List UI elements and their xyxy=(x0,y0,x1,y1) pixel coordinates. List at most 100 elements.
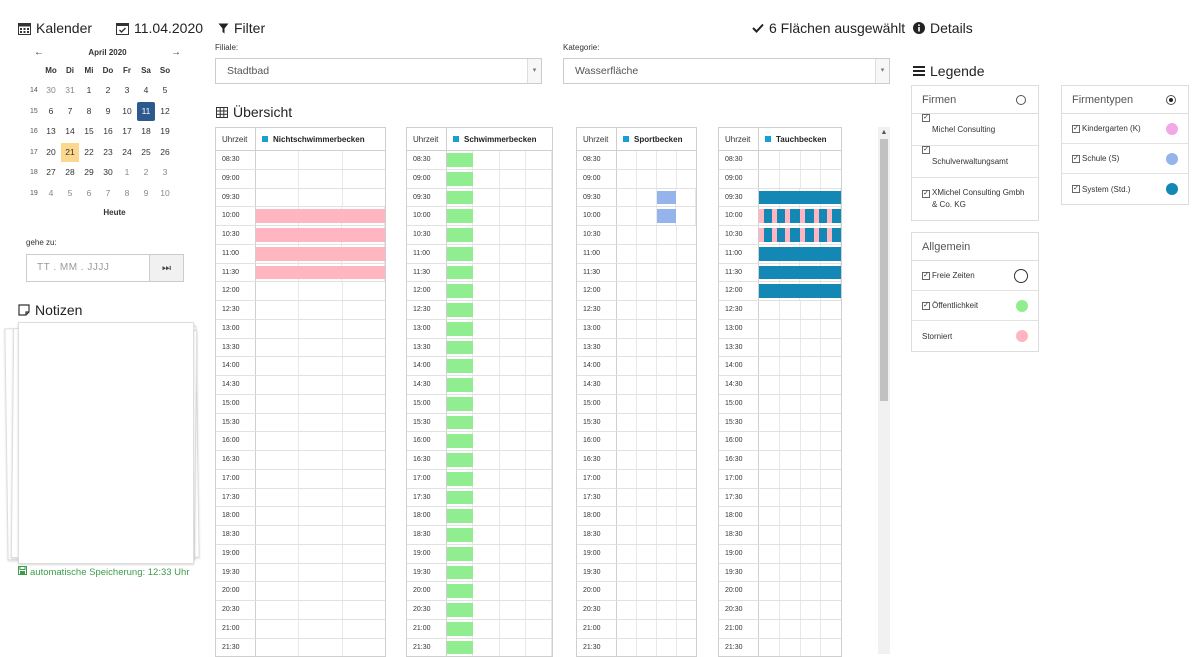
time-slot[interactable] xyxy=(759,376,780,394)
schule-booking[interactable] xyxy=(657,191,677,205)
time-slot[interactable] xyxy=(343,545,385,563)
time-slot[interactable] xyxy=(821,620,841,638)
time-slot[interactable] xyxy=(821,301,841,319)
time-slot[interactable] xyxy=(343,526,385,544)
time-slot[interactable] xyxy=(500,357,526,375)
time-slot[interactable] xyxy=(677,151,696,169)
time-slot[interactable] xyxy=(821,151,841,169)
time-slot[interactable] xyxy=(473,301,499,319)
time-slot[interactable] xyxy=(821,601,841,619)
time-slot[interactable] xyxy=(657,151,677,169)
storniert-booking[interactable] xyxy=(256,209,385,223)
public-booking[interactable] xyxy=(447,416,473,430)
time-slot[interactable] xyxy=(759,414,780,432)
time-slot[interactable] xyxy=(617,545,637,563)
time-slot[interactable] xyxy=(617,601,637,619)
time-slot[interactable] xyxy=(473,470,499,488)
time-slot[interactable] xyxy=(256,376,299,394)
time-slot[interactable] xyxy=(500,226,526,244)
time-slot[interactable] xyxy=(637,451,657,469)
time-slot[interactable] xyxy=(299,470,342,488)
time-slot[interactable] xyxy=(759,470,780,488)
time-slot[interactable] xyxy=(801,376,822,394)
time-slot[interactable] xyxy=(500,339,526,357)
goto-date-input[interactable]: TT . MM . JJJJ xyxy=(26,254,150,282)
time-slot[interactable] xyxy=(617,526,637,544)
scrollbar-thumb[interactable] xyxy=(880,139,888,401)
time-slot[interactable] xyxy=(256,301,299,319)
calendar-day[interactable]: 7 xyxy=(99,184,117,203)
time-slot[interactable] xyxy=(617,264,637,282)
time-slot[interactable] xyxy=(473,189,499,207)
time-slot[interactable] xyxy=(677,545,696,563)
time-slot[interactable] xyxy=(759,395,780,413)
time-slot[interactable] xyxy=(256,489,299,507)
time-slot[interactable] xyxy=(343,395,385,413)
time-slot[interactable] xyxy=(801,489,822,507)
system-booking[interactable] xyxy=(759,284,841,298)
time-slot[interactable] xyxy=(500,189,526,207)
time-slot[interactable] xyxy=(500,489,526,507)
time-slot[interactable] xyxy=(801,414,822,432)
time-slot[interactable] xyxy=(677,264,696,282)
checkbox-icon[interactable]: ✓ xyxy=(1072,155,1080,163)
time-slot[interactable] xyxy=(780,320,801,338)
time-slot[interactable] xyxy=(473,451,499,469)
time-slot[interactable] xyxy=(256,582,299,600)
time-slot[interactable] xyxy=(801,339,822,357)
time-slot[interactable] xyxy=(780,432,801,450)
time-slot[interactable] xyxy=(343,339,385,357)
time-slot[interactable] xyxy=(343,151,385,169)
public-booking[interactable] xyxy=(447,547,473,561)
time-slot[interactable] xyxy=(780,470,801,488)
time-slot[interactable] xyxy=(526,189,552,207)
time-slot[interactable] xyxy=(821,451,841,469)
time-slot[interactable] xyxy=(780,376,801,394)
time-slot[interactable] xyxy=(657,489,677,507)
time-slot[interactable] xyxy=(500,282,526,300)
time-slot[interactable] xyxy=(526,470,552,488)
time-slot[interactable] xyxy=(526,564,552,582)
time-slot[interactable] xyxy=(473,564,499,582)
time-slot[interactable] xyxy=(343,489,385,507)
system-booking[interactable] xyxy=(759,247,841,261)
time-slot[interactable] xyxy=(759,451,780,469)
calendar-day[interactable]: 28 xyxy=(61,163,79,182)
calendar-day[interactable]: 9 xyxy=(99,102,117,121)
time-slot[interactable] xyxy=(759,301,780,319)
public-booking[interactable] xyxy=(447,153,473,167)
system-booking[interactable] xyxy=(764,228,772,242)
time-slot[interactable] xyxy=(256,564,299,582)
time-slot[interactable] xyxy=(617,582,637,600)
time-slot[interactable] xyxy=(343,414,385,432)
public-booking[interactable] xyxy=(447,378,473,392)
time-slot[interactable] xyxy=(637,545,657,563)
public-booking[interactable] xyxy=(447,397,473,411)
time-slot[interactable] xyxy=(256,507,299,525)
goto-button[interactable]: ⏭ xyxy=(150,254,184,282)
time-slot[interactable] xyxy=(821,395,841,413)
time-slot[interactable] xyxy=(637,226,657,244)
time-slot[interactable] xyxy=(343,582,385,600)
legend-firmentyp-item[interactable]: ✓System (Std.) xyxy=(1062,174,1188,204)
time-slot[interactable] xyxy=(526,507,552,525)
time-slot[interactable] xyxy=(299,564,342,582)
calendar-day[interactable]: 1 xyxy=(118,163,136,182)
public-booking[interactable] xyxy=(447,566,473,580)
time-slot[interactable] xyxy=(617,339,637,357)
time-slot[interactable] xyxy=(473,226,499,244)
time-slot[interactable] xyxy=(500,582,526,600)
time-slot[interactable] xyxy=(801,320,822,338)
time-slot[interactable] xyxy=(637,207,657,225)
public-booking[interactable] xyxy=(447,209,473,223)
time-slot[interactable] xyxy=(759,620,780,638)
time-slot[interactable] xyxy=(500,320,526,338)
time-slot[interactable] xyxy=(526,601,552,619)
time-slot[interactable] xyxy=(617,376,637,394)
time-slot[interactable] xyxy=(637,489,657,507)
time-slot[interactable] xyxy=(637,357,657,375)
overview-scrollbar[interactable]: ▲ xyxy=(878,127,890,654)
time-slot[interactable] xyxy=(473,170,499,188)
time-slot[interactable] xyxy=(637,601,657,619)
time-slot[interactable] xyxy=(801,151,822,169)
